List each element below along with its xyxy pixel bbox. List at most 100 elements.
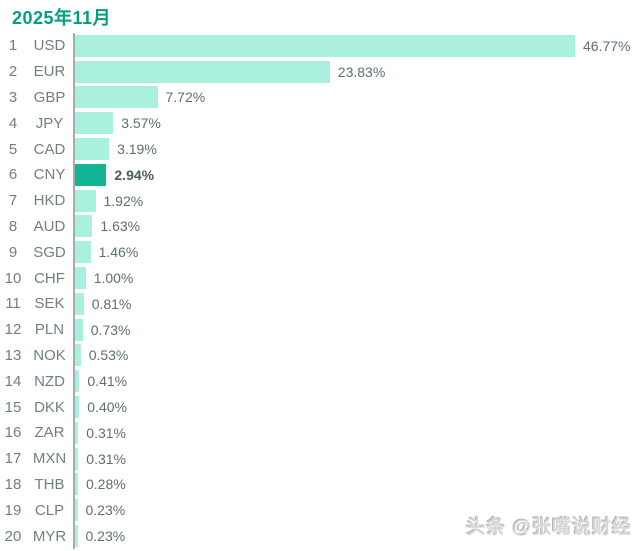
chart-row: 15 DKK 0.40%: [0, 394, 640, 420]
currency-share-bar-chart: 1 USD 46.77% 2 EUR 23.83% 3 GBP 7.72% 4 JPY 3.57% 5 C…: [0, 33, 640, 549]
rank-label: 1: [8, 37, 18, 55]
rank-label: 11: [5, 295, 21, 313]
bar-zone: 3.19%: [73, 136, 640, 162]
value-bar: [75, 215, 93, 238]
chart-row: 11 SEK 0.81%: [0, 290, 640, 317]
chart-row: 8 AUD 1.63%: [0, 213, 640, 240]
chart-row: 18 THB 0.28%: [0, 471, 640, 498]
value-bar: [75, 86, 158, 109]
value-bar: [75, 447, 79, 470]
bar-zone: 0.28%: [73, 471, 640, 498]
bar-zone: 1.92%: [73, 187, 640, 214]
value-label: 0.23%: [85, 502, 126, 519]
value-label: 0.31%: [86, 424, 126, 441]
rank-label: 9: [8, 243, 18, 261]
value-label: 1.63%: [100, 218, 141, 235]
rank-label: 15: [4, 398, 22, 416]
chart-row: 6 CNY 2.94%: [0, 161, 640, 188]
value-label: 0.73%: [90, 321, 131, 338]
value-label: 46.77%: [583, 37, 631, 54]
bar-zone: 0.31%: [73, 419, 640, 446]
value-label: 1.92%: [103, 192, 144, 209]
currency-code-label: GBP: [33, 88, 66, 106]
rank-label: 10: [4, 269, 22, 287]
value-bar: [75, 267, 86, 290]
chart-row: 12 PLN 0.73%: [0, 316, 640, 343]
rank-label: 17: [4, 450, 22, 468]
chart-row: 4 JPY 3.57%: [0, 110, 640, 137]
chart-row: 13 NOK 0.53%: [0, 342, 640, 369]
chart-row: 5 CAD 3.19%: [0, 136, 640, 162]
rank-label: 2: [8, 63, 18, 81]
rank-label: 7: [8, 192, 18, 210]
value-label: 7.72%: [165, 89, 206, 106]
value-label: 3.57%: [121, 115, 161, 132]
value-bar: [75, 34, 575, 57]
chart-row: 9 SGD 1.46%: [0, 239, 640, 266]
rank-label: 16: [4, 424, 22, 442]
currency-code-label: EUR: [33, 63, 66, 81]
value-bar: [75, 163, 107, 186]
chart-row: 16 ZAR 0.31%: [0, 419, 640, 446]
bar-zone: 1.46%: [73, 239, 640, 266]
value-bar: [75, 473, 78, 496]
bar-zone: 0.81%: [73, 290, 640, 317]
value-label: 2.94%: [114, 166, 155, 183]
value-bar: [75, 112, 114, 135]
bar-zone: 0.73%: [73, 316, 640, 343]
currency-code-label: SEK: [34, 295, 65, 313]
bar-zone: 0.41%: [73, 368, 640, 395]
chart-title: 2025年11月: [12, 8, 112, 28]
bar-zone: 0.23%: [73, 497, 640, 524]
currency-code-label: ZAR: [34, 424, 65, 442]
rank-label: 18: [4, 475, 22, 493]
value-label: 0.28%: [86, 476, 126, 493]
value-bar: [75, 60, 330, 83]
bar-zone: 0.40%: [73, 394, 640, 420]
currency-code-label: CNY: [33, 166, 66, 184]
value-label: 3.19%: [117, 141, 157, 158]
value-label: 1.46%: [98, 244, 139, 261]
chart-row: 7 HKD 1.92%: [0, 187, 640, 214]
value-label: 0.23%: [85, 528, 126, 545]
bar-zone: 0.53%: [73, 342, 640, 369]
value-label: 1.00%: [93, 270, 134, 287]
chart-row: 17 MXN 0.31%: [0, 445, 640, 472]
value-label: 23.83%: [337, 63, 386, 80]
currency-code-label: NZD: [34, 372, 65, 390]
currency-code-label: HKD: [33, 192, 66, 210]
rank-label: 3: [8, 88, 18, 106]
chart-row: 14 NZD 0.41%: [0, 368, 640, 395]
value-bar: [75, 292, 84, 315]
currency-code-label: AUD: [33, 217, 66, 235]
rank-label: 19: [4, 501, 22, 519]
chart-row: 2 EUR 23.83%: [0, 58, 640, 85]
watermark: 头条 @张嘴说财经: [466, 517, 632, 538]
value-bar: [75, 189, 96, 212]
bar-zone: 2.94%: [73, 161, 640, 188]
value-bar: [75, 318, 83, 341]
value-bar: [75, 499, 78, 522]
value-bar: [75, 525, 78, 548]
value-label: 0.41%: [87, 373, 128, 390]
currency-code-label: DKK: [34, 398, 65, 416]
currency-code-label: USD: [33, 37, 66, 55]
value-bar: [75, 396, 80, 419]
currency-code-label: MYR: [32, 527, 67, 545]
chart-row: 19 CLP 0.23%: [0, 497, 640, 524]
bar-zone: 46.77%: [73, 33, 640, 59]
rank-label: 12: [4, 321, 22, 339]
value-bar: [75, 370, 80, 393]
rank-label: 14: [4, 372, 22, 390]
value-label: 0.53%: [88, 347, 129, 364]
bar-zone: 0.31%: [73, 445, 640, 472]
rank-label: 6: [8, 166, 18, 184]
chart-row: 1 USD 46.77%: [0, 33, 640, 59]
rank-label: 13: [4, 346, 22, 364]
value-label: 0.40%: [87, 399, 127, 416]
currency-code-label: CAD: [33, 140, 66, 158]
currency-code-label: CLP: [34, 501, 65, 519]
bar-zone: 23.83%: [73, 58, 640, 85]
bar-zone: 3.57%: [73, 110, 640, 137]
